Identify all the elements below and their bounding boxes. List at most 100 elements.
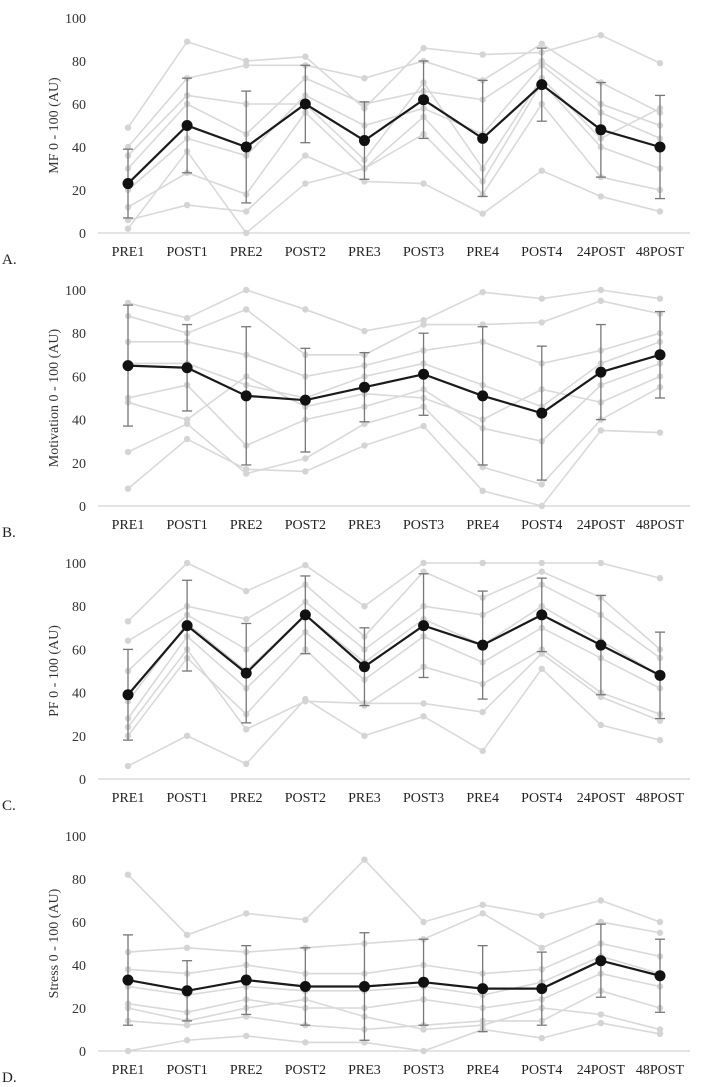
participant-line: [127, 583, 661, 672]
x-tick-label: POST1: [166, 245, 207, 260]
panel-label: B.: [2, 525, 16, 541]
mean-point: [536, 79, 548, 91]
mean-point: [654, 349, 666, 361]
participant-point: [420, 44, 427, 52]
mean-point: [536, 983, 548, 995]
participant-point: [420, 918, 427, 926]
participant-point: [656, 59, 664, 67]
y-tick-label: 0: [79, 227, 86, 242]
mean-point: [358, 135, 370, 147]
y-tick-label: 100: [65, 557, 86, 572]
participant-point: [420, 1026, 427, 1033]
mean-point: [418, 976, 430, 988]
y-tick-label: 20: [72, 184, 86, 199]
participant-point: [183, 416, 191, 423]
participant-point: [361, 327, 368, 335]
participant-line: [127, 34, 661, 129]
participant-point: [420, 559, 427, 567]
participant-point: [124, 618, 132, 625]
participant-line: [127, 955, 661, 996]
x-tick-label: PRE1: [112, 245, 145, 260]
participant-point: [656, 574, 664, 582]
y-axis-label: PF 0 - 100 (AU): [47, 625, 62, 717]
mean-point: [418, 94, 430, 106]
x-tick-label: POST2: [285, 1063, 326, 1078]
x-tick-label: POST2: [285, 791, 326, 806]
participant-point: [597, 559, 605, 567]
mean-point: [536, 609, 548, 621]
participant-point: [243, 286, 250, 294]
participant-point: [124, 448, 132, 456]
participant-point: [243, 760, 250, 768]
participant-point: [243, 306, 250, 313]
participant-point: [420, 180, 427, 187]
mean-point: [595, 124, 607, 136]
panel-label: A.: [2, 252, 17, 268]
mean-point: [240, 667, 252, 679]
mean-line: [127, 959, 661, 992]
participant-line: [127, 289, 661, 332]
participant-point: [183, 944, 191, 951]
mean-point: [654, 141, 666, 153]
y-tick-label: 20: [72, 1002, 86, 1017]
participant-point: [479, 487, 486, 495]
y-tick-label: 100: [65, 830, 86, 845]
participant-point: [479, 901, 486, 908]
participant-point: [302, 180, 309, 187]
participant-point: [243, 1032, 250, 1040]
participant-line: [127, 912, 661, 953]
x-tick-label: POST3: [403, 245, 444, 260]
participant-line: [127, 626, 661, 719]
participant-line: [127, 60, 661, 170]
participant-point: [597, 297, 605, 304]
mean-point: [477, 390, 489, 402]
y-tick-label: 40: [72, 959, 86, 974]
participant-point: [243, 726, 250, 733]
y-tick-label: 80: [72, 873, 86, 888]
participant-line: [127, 42, 661, 148]
mean-line: [127, 353, 661, 415]
participant-line: [127, 998, 661, 1031]
participant-point: [479, 747, 486, 755]
participant-point: [538, 1034, 545, 1042]
x-tick-label: POST1: [166, 791, 207, 806]
y-axis-label: Stress 0 - 100 (AU): [47, 888, 62, 998]
participant-point: [538, 568, 545, 575]
y-tick-label: 60: [72, 370, 86, 385]
x-tick-label: 24POST: [577, 245, 626, 260]
x-tick-label: PRE4: [466, 518, 499, 533]
participant-point: [479, 51, 486, 58]
y-tick-label: 20: [72, 730, 86, 745]
x-tick-label: 48POST: [636, 245, 685, 260]
participant-point: [420, 713, 427, 720]
x-tick-label: PRE3: [348, 1063, 381, 1078]
chart-panel-3: 0 20 40 60 80 100 PF 0 - 100 (AU) PRE1 POST1 PRE2…: [2, 557, 690, 814]
x-tick-label: PRE4: [466, 791, 499, 806]
mean-line: [127, 613, 661, 696]
participant-point: [597, 1011, 605, 1018]
x-tick-label: POST2: [285, 245, 326, 260]
participant-line: [127, 425, 661, 507]
participant-point: [302, 561, 309, 569]
participant-line: [127, 102, 661, 235]
x-tick-label: POST2: [285, 518, 326, 533]
participant-point: [597, 1019, 605, 1027]
participant-point: [183, 38, 191, 45]
participant-point: [183, 1037, 191, 1044]
y-tick-label: 60: [72, 98, 86, 113]
participant-point: [302, 455, 309, 462]
participant-point: [420, 422, 427, 430]
x-tick-label: POST4: [521, 245, 562, 260]
y-tick-label: 80: [72, 55, 86, 70]
participant-point: [302, 916, 309, 924]
y-tick-label: 100: [65, 284, 86, 299]
x-tick-label: PRE3: [348, 791, 381, 806]
participant-point: [538, 665, 545, 673]
participant-line: [127, 362, 661, 447]
y-tick-label: 0: [79, 1045, 86, 1060]
x-tick-label: POST1: [166, 518, 207, 533]
participant-line: [127, 605, 661, 702]
x-tick-label: POST4: [521, 518, 562, 533]
participant-point: [302, 306, 309, 313]
participant-point: [479, 910, 486, 917]
